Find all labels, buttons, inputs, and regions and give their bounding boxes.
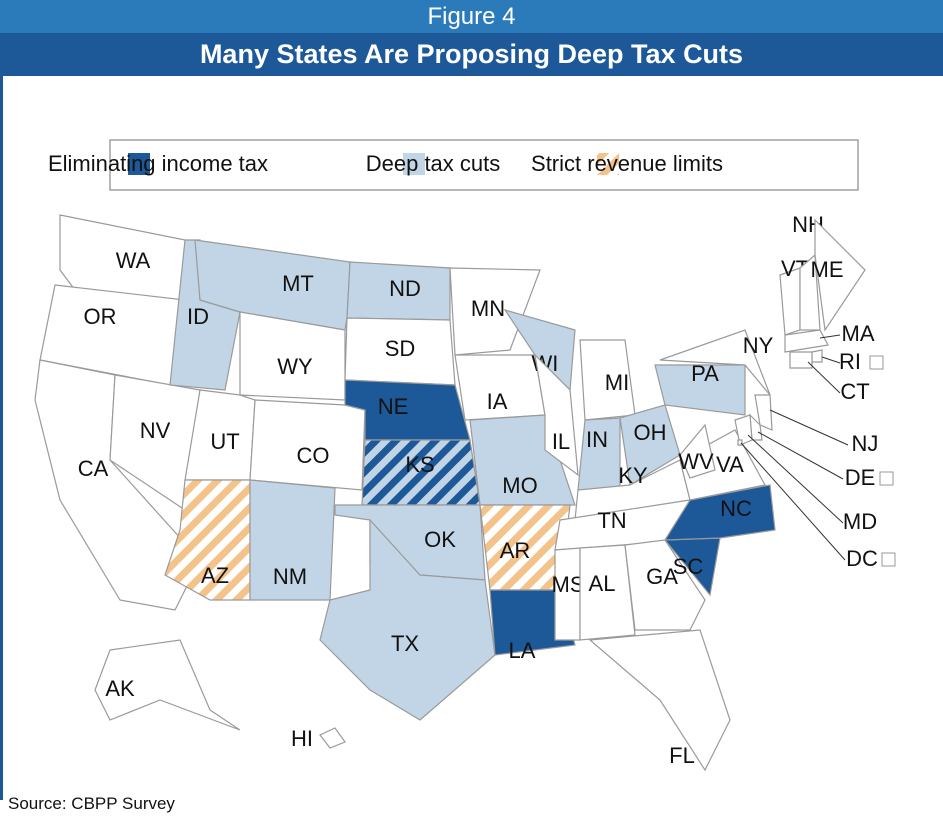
- state-label: KY: [618, 463, 648, 488]
- figure-number: Figure 4: [0, 0, 943, 33]
- state-label: MI: [605, 370, 629, 395]
- state-label: RI: [839, 349, 861, 374]
- small-box: [881, 552, 896, 567]
- state-label: MN: [471, 296, 505, 321]
- state: [811, 349, 823, 363]
- state-label: TX: [391, 631, 419, 656]
- state-label: CT: [840, 379, 869, 404]
- state-label: VA: [716, 452, 744, 477]
- state: [319, 518, 496, 721]
- state-label: GA: [646, 564, 678, 589]
- state-label: DE: [845, 465, 876, 490]
- state-label: OR: [84, 304, 117, 329]
- state: [319, 727, 346, 749]
- state: [534, 353, 579, 477]
- state-label: UT: [210, 429, 239, 454]
- state-label: OH: [634, 420, 667, 445]
- small-box: [879, 471, 894, 486]
- state-label: AZ: [201, 563, 229, 588]
- small-box: [869, 355, 884, 370]
- state-label: FL: [669, 743, 695, 768]
- state-label: KS: [405, 452, 434, 477]
- legend-label: Deep tax cuts: [366, 151, 501, 176]
- state-label: ND: [389, 276, 421, 301]
- state-label: WA: [116, 248, 151, 273]
- state: [737, 439, 743, 446]
- state-label: WV: [678, 449, 714, 474]
- state-label: NC: [720, 496, 752, 521]
- state: [734, 414, 753, 446]
- legend-swatch: [128, 153, 150, 175]
- state: [588, 629, 731, 772]
- state-label: NM: [273, 564, 307, 589]
- legend-box: [109, 139, 859, 191]
- state-label: IA: [487, 389, 508, 414]
- leader-line: [747, 434, 844, 524]
- state-label: HI: [291, 726, 313, 751]
- state-label: PA: [691, 361, 719, 386]
- state: [663, 484, 776, 541]
- state-label: WY: [277, 354, 313, 379]
- legend-label: Eliminating income tax: [48, 151, 268, 176]
- legend-swatch: [597, 153, 619, 175]
- state-label: NV: [140, 418, 171, 443]
- state-label: MS: [552, 572, 585, 597]
- state-label: AR: [500, 538, 531, 563]
- state: [654, 364, 746, 416]
- state-label: DC: [846, 546, 878, 571]
- state: [489, 589, 576, 656]
- state-label: ID: [187, 304, 209, 329]
- state: [94, 639, 241, 731]
- leader-line: [819, 334, 841, 339]
- state-label: CA: [78, 456, 109, 481]
- state-label: TN: [597, 508, 626, 533]
- leader-line: [769, 409, 849, 446]
- legend-label: Strict revenue limits: [531, 151, 723, 176]
- source: Source: CBPP Survey: [8, 794, 175, 813]
- state-label: ME: [811, 257, 844, 282]
- state-label: MA: [842, 321, 875, 346]
- figure-title: Many States Are Proposing Deep Tax Cuts: [0, 33, 943, 76]
- state-label: NY: [743, 333, 774, 358]
- state-label: SD: [385, 336, 416, 361]
- legend-swatch: [403, 153, 425, 175]
- state-label: NJ: [852, 431, 879, 456]
- leader-line: [757, 431, 844, 480]
- state-label: MT: [282, 271, 314, 296]
- state: [784, 329, 829, 353]
- state-label: OK: [424, 527, 456, 552]
- state-label: AL: [589, 571, 616, 596]
- state-label: CO: [297, 443, 330, 468]
- state: [249, 399, 366, 491]
- leader-line: [807, 361, 841, 394]
- state: [449, 267, 541, 356]
- state-label: SC: [673, 554, 704, 579]
- state: [679, 429, 766, 501]
- state-label: MO: [502, 473, 537, 498]
- state: [814, 218, 866, 332]
- state: [579, 544, 636, 641]
- state: [679, 423, 716, 479]
- border: [0, 76, 3, 800]
- state-label: MD: [843, 509, 877, 534]
- leader-line: [740, 442, 846, 561]
- leader-line: [821, 356, 841, 364]
- state-label: LA: [509, 638, 536, 663]
- state-label: AK: [105, 676, 135, 701]
- state-label: NE: [378, 394, 409, 419]
- state-label: IN: [586, 427, 608, 452]
- state-label: IL: [552, 429, 570, 454]
- state: [754, 394, 773, 431]
- state: [624, 539, 706, 631]
- state: [789, 351, 813, 369]
